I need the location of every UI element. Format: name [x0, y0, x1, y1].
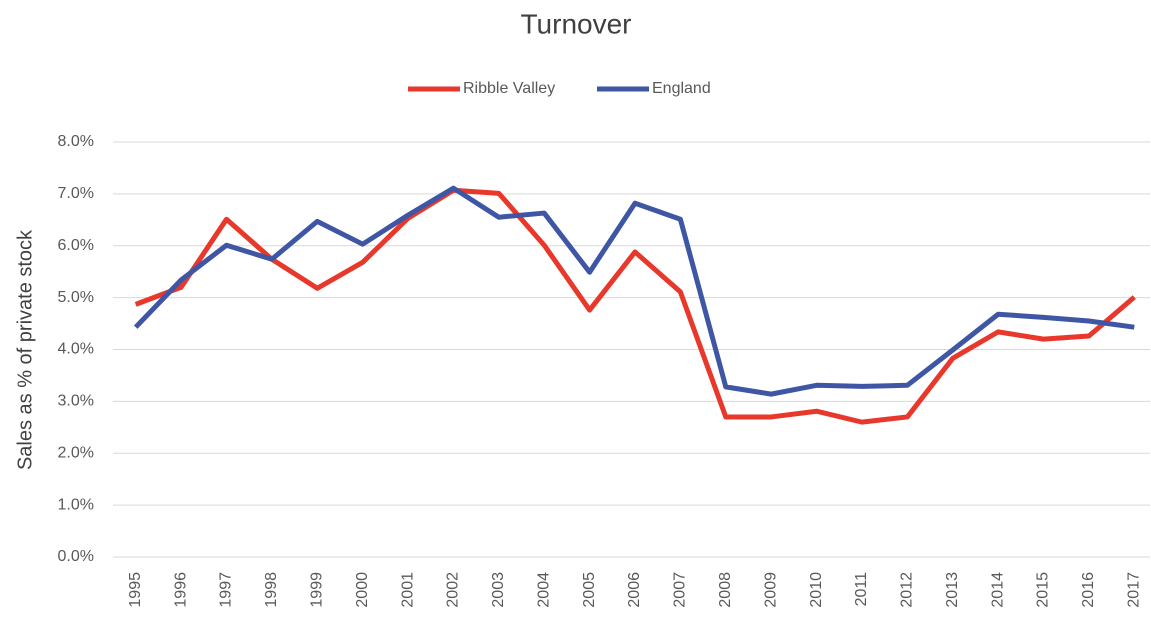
x-tick-label: 2003	[490, 572, 507, 608]
x-tick-label: 2002	[445, 572, 462, 608]
legend-label: Ribble Valley	[463, 80, 555, 97]
x-tick-label: 2013	[944, 572, 961, 608]
y-tick-label: 1.0%	[58, 496, 94, 513]
x-tick-label: 2009	[762, 572, 779, 608]
x-tick-label: 2017	[1126, 572, 1143, 608]
y-tick-label: 5.0%	[58, 289, 94, 306]
y-tick-label: 8.0%	[58, 133, 94, 150]
x-tick-label: 2014	[989, 572, 1006, 608]
line-series	[133, 185, 1135, 397]
x-tick-label: 2015	[1035, 572, 1052, 608]
legend-label: England	[652, 80, 711, 97]
line-series	[134, 187, 1136, 425]
chart-title: Turnover	[520, 8, 631, 39]
y-tick-label: 6.0%	[58, 237, 94, 254]
x-tick-label: 1995	[127, 572, 144, 608]
x-tick-label: 2001	[399, 572, 416, 608]
x-tick-label: 1999	[308, 572, 325, 608]
y-tick-label: 0.0%	[58, 548, 94, 565]
x-tick-label: 1996	[172, 572, 189, 608]
x-tick-label: 2008	[717, 572, 734, 608]
y-axis-title: Sales as % of private stock	[14, 229, 36, 470]
x-tick-label: 2011	[853, 572, 870, 607]
y-tick-label: 2.0%	[58, 444, 94, 461]
x-tick-label: 2012	[899, 572, 916, 608]
x-tick-label: 2007	[672, 572, 689, 608]
x-tick-label: 2005	[581, 572, 598, 608]
x-tick-label: 2010	[808, 572, 825, 608]
x-tick-label: 2016	[1080, 572, 1097, 608]
y-tick-label: 7.0%	[58, 185, 94, 202]
x-tick-label: 1997	[218, 572, 235, 608]
y-tick-label: 3.0%	[58, 393, 94, 410]
y-tick-label: 4.0%	[58, 341, 94, 358]
x-tick-label: 2006	[626, 572, 643, 608]
x-tick-label: 2004	[535, 572, 552, 608]
x-tick-label: 1998	[263, 572, 280, 608]
x-tick-label: 2000	[354, 572, 371, 608]
